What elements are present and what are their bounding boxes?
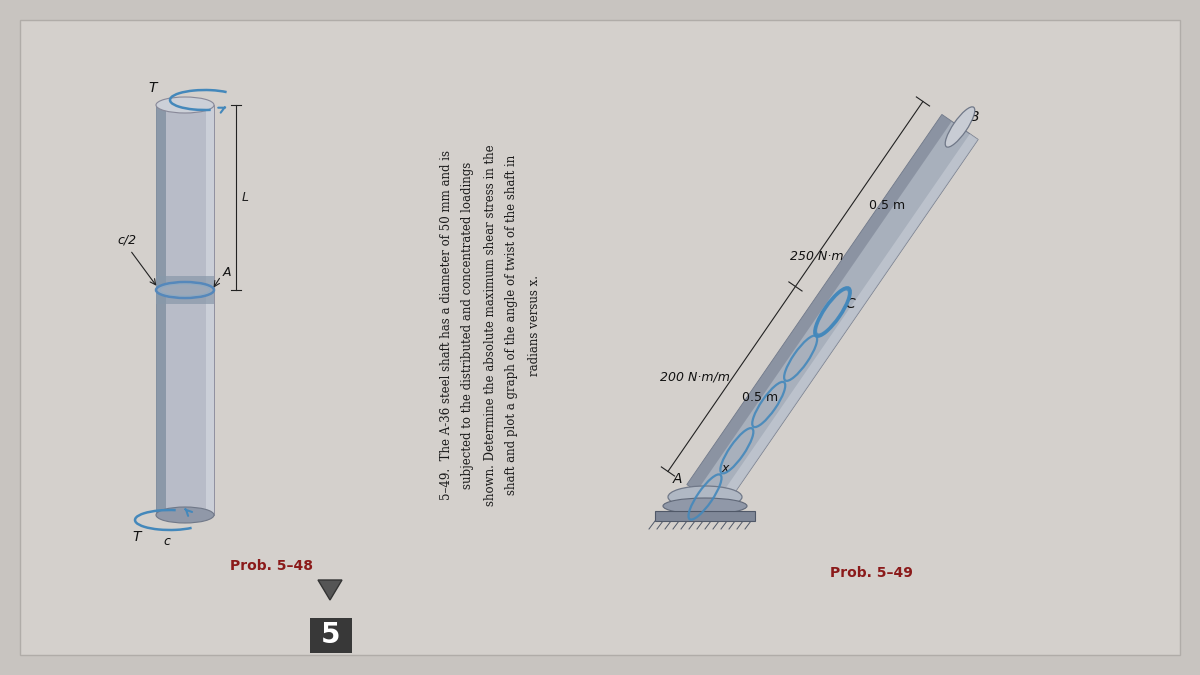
Text: T: T bbox=[133, 530, 142, 544]
Text: shown. Determine the absolute maximum shear stress in the: shown. Determine the absolute maximum sh… bbox=[484, 144, 497, 506]
Text: 5–49.  The A-36 steel shaft has a diameter of 50 mm and is: 5–49. The A-36 steel shaft has a diamete… bbox=[439, 150, 452, 500]
Ellipse shape bbox=[156, 282, 214, 298]
Text: x: x bbox=[721, 462, 728, 475]
Text: C: C bbox=[846, 297, 856, 311]
Bar bbox=[156, 105, 214, 515]
Ellipse shape bbox=[668, 486, 742, 508]
FancyBboxPatch shape bbox=[310, 618, 352, 653]
Polygon shape bbox=[655, 511, 755, 521]
Ellipse shape bbox=[662, 498, 746, 514]
Text: Prob. 5–48: Prob. 5–48 bbox=[230, 559, 313, 573]
Ellipse shape bbox=[946, 107, 974, 147]
FancyBboxPatch shape bbox=[20, 20, 1180, 655]
Text: T: T bbox=[149, 81, 157, 95]
Text: radians versus x.: radians versus x. bbox=[528, 275, 540, 375]
Text: 250 N·m: 250 N·m bbox=[790, 250, 844, 263]
Ellipse shape bbox=[156, 97, 214, 113]
Text: shaft and plot a graph of the angle of twist of the shaft in: shaft and plot a graph of the angle of t… bbox=[505, 155, 518, 495]
Text: subjected to the distributed and concentrated loadings: subjected to the distributed and concent… bbox=[462, 161, 474, 489]
Ellipse shape bbox=[156, 507, 214, 523]
Polygon shape bbox=[318, 580, 342, 600]
Text: 5: 5 bbox=[322, 621, 341, 649]
Text: c: c bbox=[163, 535, 170, 548]
Text: c/2: c/2 bbox=[118, 234, 136, 246]
Polygon shape bbox=[686, 115, 952, 491]
Bar bbox=[206, 105, 214, 515]
Text: 200 N·m/m: 200 N·m/m bbox=[660, 370, 730, 383]
Text: B: B bbox=[970, 110, 979, 124]
Polygon shape bbox=[715, 134, 978, 510]
Bar bbox=[156, 105, 166, 515]
Text: 0.5 m: 0.5 m bbox=[742, 391, 778, 404]
Text: Prob. 5–49: Prob. 5–49 bbox=[830, 566, 913, 580]
Bar bbox=[156, 276, 214, 304]
Text: A: A bbox=[672, 472, 682, 486]
Text: A: A bbox=[223, 265, 232, 279]
Text: 0.5 m: 0.5 m bbox=[869, 199, 905, 212]
Polygon shape bbox=[686, 115, 978, 510]
Text: L: L bbox=[242, 191, 250, 204]
